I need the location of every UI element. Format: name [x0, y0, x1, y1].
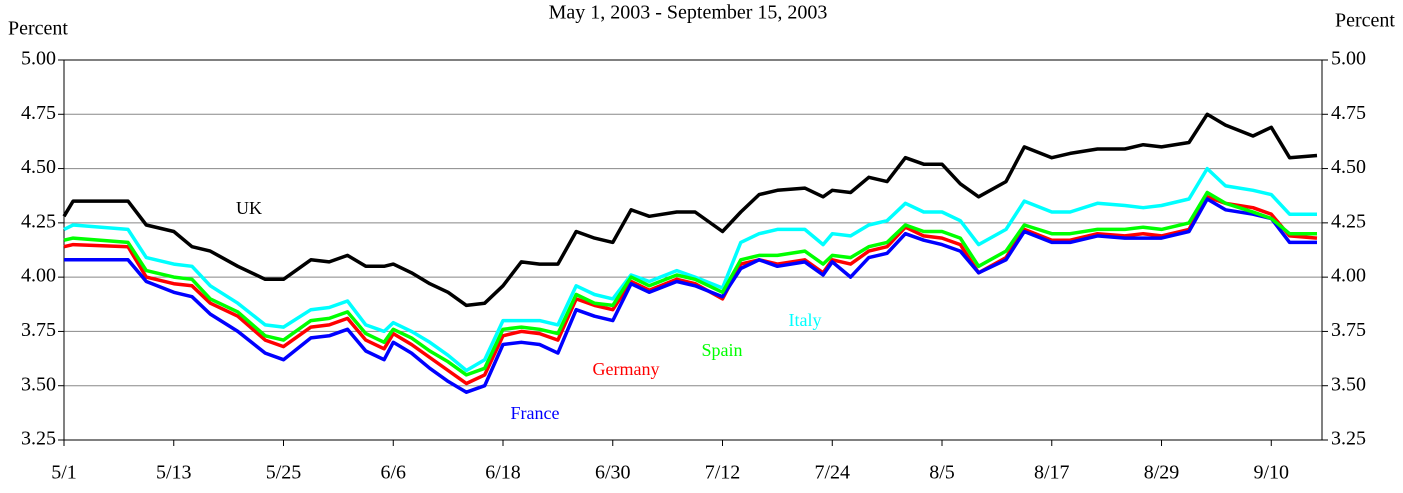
- series-label: Spain: [701, 340, 742, 360]
- y2-axis-label: Percent: [1335, 10, 1395, 32]
- series-label: Italy: [789, 310, 822, 330]
- y2-tick-label: 3.75: [1331, 319, 1366, 341]
- series-line: [63, 195, 1318, 386]
- x-tick-label: 5/13: [156, 462, 192, 484]
- x-tick-label: 6/30: [595, 462, 631, 484]
- series-line: [64, 197, 1317, 394]
- y2-tick-label: 5.00: [1331, 48, 1366, 70]
- x-tick-label: 8/17: [1034, 462, 1070, 484]
- x-tick-label: 7/12: [705, 462, 741, 484]
- y-tick-label: 4.25: [21, 210, 56, 232]
- x-tick-label: 6/6: [380, 462, 406, 484]
- y2-tick-label: 3.50: [1331, 373, 1366, 395]
- y-tick-label: 3.75: [21, 319, 56, 341]
- y2-tick-label: 3.25: [1331, 428, 1366, 450]
- y2-tick-label: 4.25: [1331, 210, 1366, 232]
- y2-tick-label: 4.75: [1331, 102, 1366, 124]
- series-label: Germany: [593, 359, 660, 379]
- x-tick-label: 8/5: [929, 462, 955, 484]
- y2-tick-label: 4.00: [1331, 265, 1366, 287]
- series-line: [63, 190, 1317, 377]
- series-line: [63, 166, 1317, 373]
- y-tick-label: 4.75: [21, 102, 56, 124]
- plot-frame: [63, 59, 1323, 441]
- series-label: France: [511, 403, 560, 423]
- y-tick-label: 3.25: [21, 428, 56, 450]
- y-tick-label: 4.50: [21, 156, 56, 178]
- chart-title: May 1, 2003 - September 15, 2003: [549, 2, 828, 24]
- y-tick-label: 5.00: [21, 48, 56, 70]
- y-tick-label: 4.00: [21, 265, 56, 287]
- x-tick-label: 6/18: [485, 462, 521, 484]
- y-axis-label: Percent: [8, 18, 68, 40]
- x-tick-label: 7/24: [814, 462, 850, 484]
- x-tick-label: 9/10: [1253, 462, 1289, 484]
- series-line: [62, 112, 1318, 308]
- x-tick-label: 5/1: [51, 462, 77, 484]
- x-tick-label: 5/25: [266, 462, 302, 484]
- y-tick-label: 3.50: [21, 373, 56, 395]
- y2-tick-label: 4.50: [1331, 156, 1366, 178]
- x-tick-label: 8/29: [1144, 462, 1180, 484]
- series-label: UK: [236, 198, 262, 218]
